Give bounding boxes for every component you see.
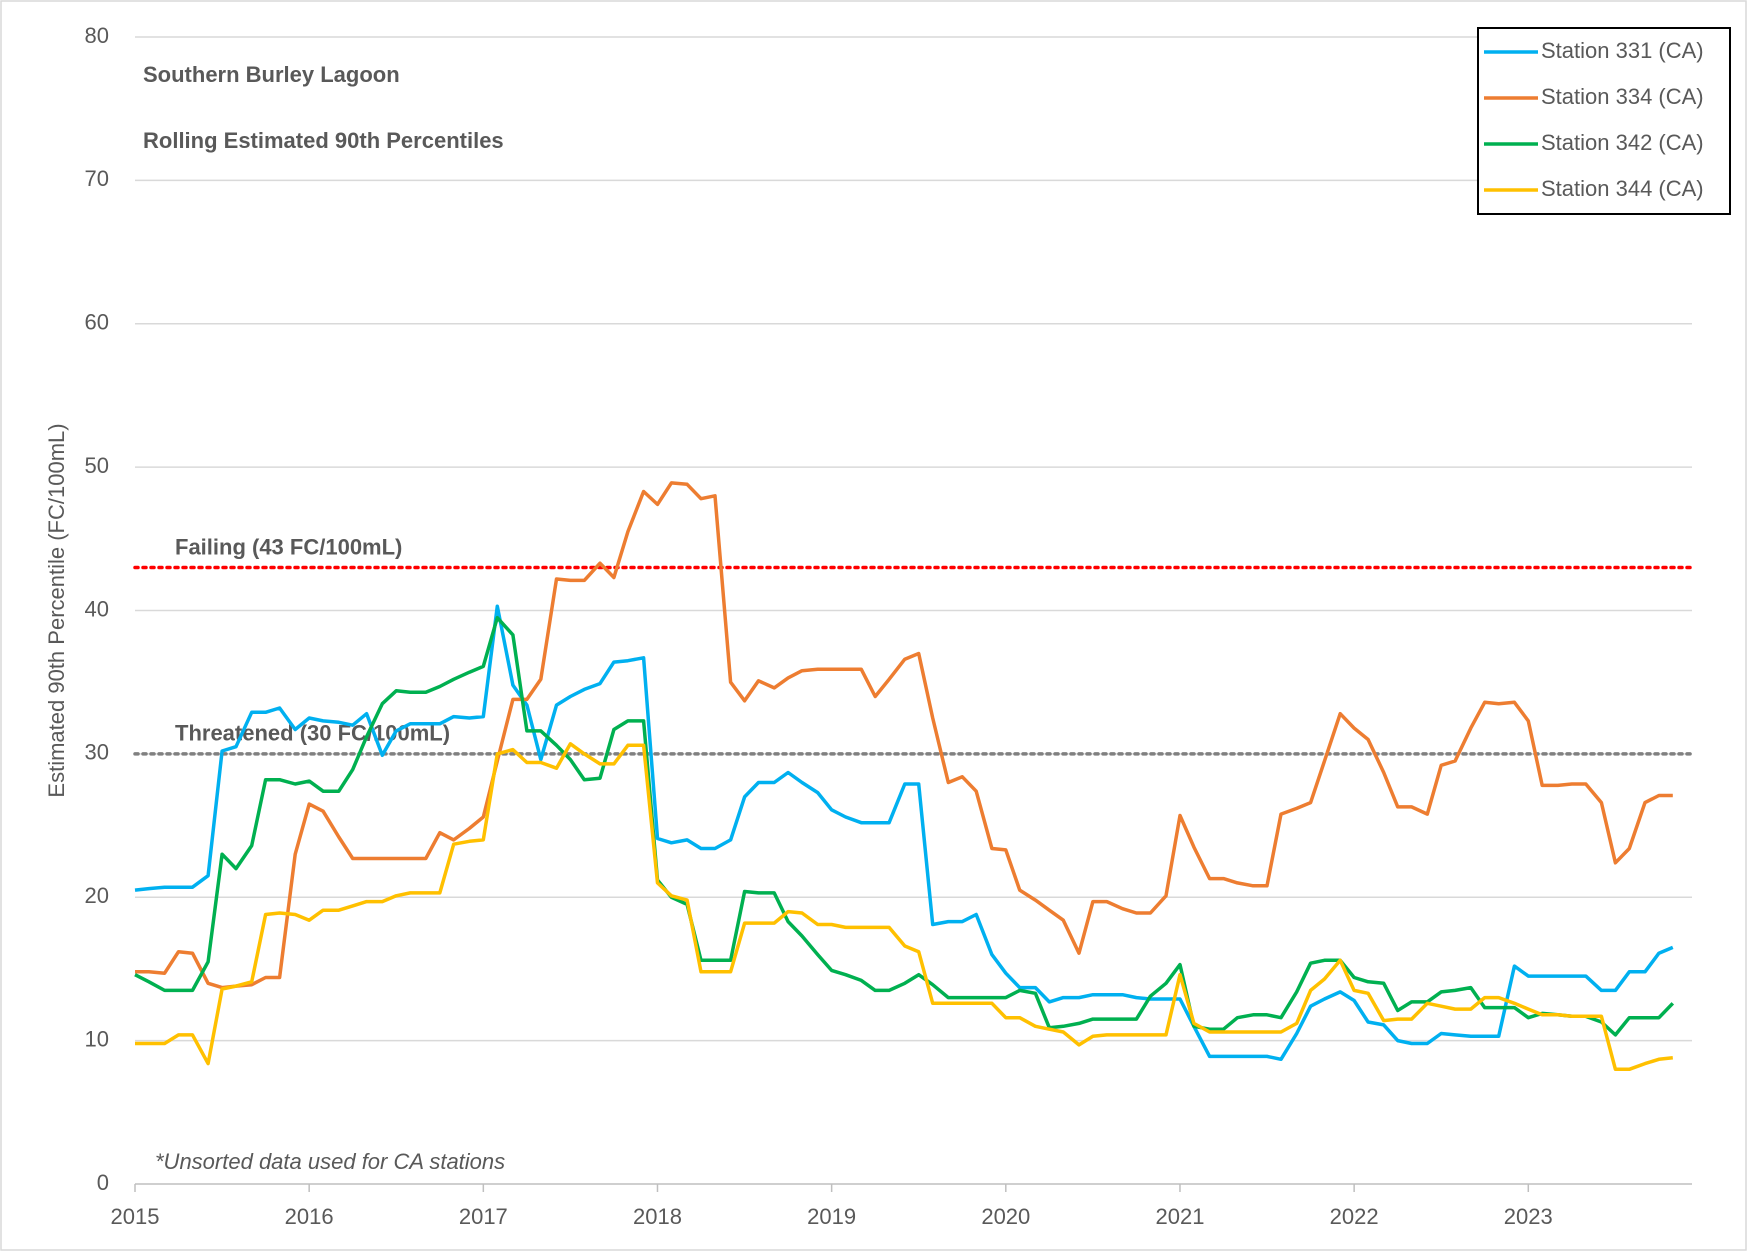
- y-tick-label: 20: [85, 883, 109, 908]
- reference-label: Failing (43 FC/100mL): [175, 534, 402, 559]
- x-tick-label: 2023: [1504, 1204, 1553, 1229]
- legend-label: Station 334 (CA): [1541, 84, 1704, 109]
- series-line: [134, 615, 1675, 1037]
- y-tick-label: 70: [85, 166, 109, 191]
- y-tick-label: 10: [85, 1026, 109, 1051]
- legend-box: [1477, 27, 1731, 215]
- legend-label: Station 344 (CA): [1541, 176, 1704, 201]
- y-tick-label: 80: [85, 23, 109, 48]
- x-tick-label: 2017: [459, 1204, 508, 1229]
- chart-title: Southern Burley Lagoon: [143, 62, 400, 87]
- x-tick-label: 2021: [1155, 1204, 1204, 1229]
- x-tick-label: 2016: [285, 1204, 334, 1229]
- series-line: [134, 604, 1674, 1062]
- x-tick-label: 2019: [807, 1204, 856, 1229]
- x-tick-label: 2015: [111, 1204, 160, 1229]
- y-tick-label: 30: [85, 740, 109, 765]
- legend-label: Station 331 (CA): [1541, 38, 1704, 63]
- x-tick-label: 2022: [1330, 1204, 1379, 1229]
- x-tick-label: 2020: [981, 1204, 1030, 1229]
- y-tick-label: 40: [85, 596, 109, 621]
- series-line: [135, 481, 1673, 990]
- chart-title: Rolling Estimated 90th Percentiles: [143, 128, 504, 153]
- legend-label: Station 342 (CA): [1541, 130, 1704, 155]
- reference-label: Threatened (30 FC/100mL): [175, 721, 450, 746]
- y-axis-label: Estimated 90th Percentile (FC/100mL): [44, 423, 69, 797]
- y-tick-label: 60: [85, 310, 109, 335]
- y-tick-label: 0: [97, 1170, 109, 1195]
- annotation: *Unsorted data used for CA stations: [155, 1149, 505, 1174]
- x-tick-label: 2018: [633, 1204, 682, 1229]
- y-tick-label: 50: [85, 453, 109, 478]
- series-line: [135, 742, 1673, 1072]
